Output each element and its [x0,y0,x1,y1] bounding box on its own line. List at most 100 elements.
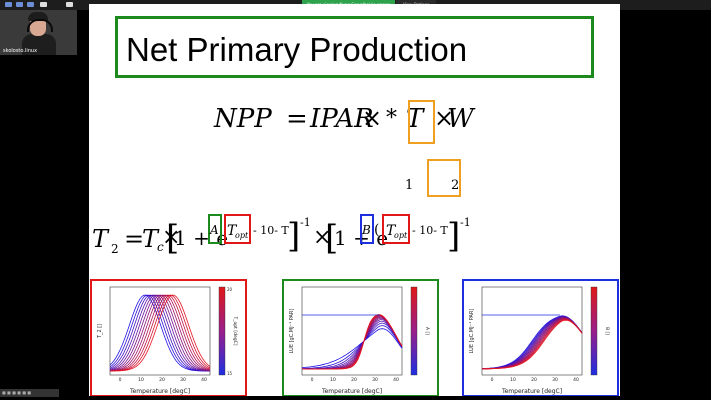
orange-box-t2 [427,159,461,197]
x-tick-label: 40 [201,377,207,383]
colorbar [590,286,598,376]
x-tick-label: 10 [510,377,516,383]
green-box-a [208,214,222,244]
ipar-label: IPAR [310,104,374,134]
title-frame: Net Primary Production [115,16,594,78]
y-axis-label: LUE [gC.MJ⁻¹ PAR] [469,309,475,354]
layout-icon[interactable] [5,2,12,7]
x-tick-label: 10 [138,377,144,383]
x-tick-label: 40 [573,377,579,383]
subscript-2: 2 [451,178,460,193]
plot-lue-vs-a: 0 10 20 30 40 Temperature [degC] LUE [gC.MJ⁻¹ … [282,279,439,396]
red-box-topt-1 [224,214,251,244]
eq2-times-2: × [313,225,332,250]
plot-t2-vs-temperature: 0 10 20 30 40 Temperature [degC] T_2 [] T_opt [… [90,279,247,396]
bracket-left-2: [ [325,218,339,258]
eq2-opt-2: opt [394,231,408,240]
x-tick-label: 0 [311,377,314,383]
shared-slide: Net Primary Production NPP = IPAR × * T … [89,4,620,396]
x-tick-label: 10 [330,377,336,383]
person-body [22,34,56,55]
series-curve [109,294,211,372]
eq2-tc: T [142,225,159,253]
plot-lue-b-svg: 0 10 20 30 40 Temperature [degC] LUE [gC.MJ⁻¹ … [469,286,610,395]
bracket-right-2: ] [447,216,461,256]
gallery-icon[interactable] [27,2,34,7]
x-tick-label: 20 [159,377,165,383]
eq2-a: A [210,223,219,237]
eq2-topt-2: T [386,223,396,239]
eq2-equals: = [124,225,145,253]
eq2-b: B [362,223,371,237]
x-tick-label: 0 [491,377,494,383]
subscript-1: 1 [405,178,414,193]
plot-lue-vs-b: 0 10 20 30 40 Temperature [degC] LUE [gC.MJ⁻¹ … [462,279,619,396]
colorbar-label: T_opt [degC] [232,316,238,346]
series-curve [109,294,211,371]
series-curve [110,294,211,372]
series-curve [109,294,211,372]
colorbar [218,286,226,376]
eq1-t: T [406,104,424,134]
eq2-one-plus-e-1: 1 + e [174,226,229,250]
series-curve [109,294,211,372]
person-hair [28,12,48,21]
y-axis-label: T_2 [] [97,324,103,339]
x-tick-label: 20 [531,377,537,383]
blue-box-b [360,214,374,244]
bracket-left-1: [ [166,218,180,258]
participant-name: skolosto.linux [3,48,38,54]
series-curve [109,294,210,372]
grid-icon[interactable] [40,2,47,7]
eq2-exp-2: -1 [460,216,471,229]
series-curve [109,294,210,372]
headphone-icon [27,19,53,32]
x-tick-label: 20 [351,377,357,383]
eq1-star: * [386,106,397,131]
bottom-status-tag: ■ ■ ■ ■ ■ ■ [0,389,59,397]
x-tick-label: 30 [552,377,558,383]
x-tick-label: 0 [119,377,122,383]
x-axis-label: Temperature [degC] [501,388,562,395]
series-curve [109,294,210,372]
x-axis-label: Temperature [degC] [321,388,382,395]
eq2-topt-1: T [227,223,237,239]
eq1-times-2: × [434,104,455,132]
eq2-times-1: × [162,225,181,250]
x-tick-label: 30 [180,377,186,383]
x-tick-label: 30 [372,377,378,383]
bracket-right-1: ] [287,216,301,256]
orange-box-t1 [408,100,435,144]
colorbar-label: B [] [604,327,610,335]
colorbar-bottom-label: 15 [227,371,233,376]
colorbar-label: A [] [424,327,430,335]
eq2-t: T [92,225,109,253]
eq2-exp-1: -1 [300,216,311,229]
series-curve [482,319,583,370]
series-curve [301,328,403,369]
eq2-paren: ( [374,222,380,238]
eq2-opt-1: opt [235,231,249,240]
series-curve [109,294,211,372]
eq2-t-sub: 2 [111,242,119,256]
speaker-view-icon[interactable] [16,2,23,7]
series-curve [110,294,211,372]
axes-frame [481,286,583,376]
colorbar [410,286,418,376]
x-tick-label: 40 [393,377,399,383]
series-curve [301,325,403,369]
red-box-topt-2 [382,214,410,244]
plot-lue-a-svg: 0 10 20 30 40 Temperature [degC] LUE [gC.MJ⁻¹ … [289,286,430,395]
eq1-times-1: × [362,104,383,132]
series-curve [109,294,210,372]
axes-frame [301,286,403,376]
eq2-minus-2: - 10- T [412,224,448,237]
eq2-tc-sub: c [157,240,164,254]
fullscreen-icon[interactable] [66,2,73,7]
plot-t2-svg: 0 10 20 30 40 Temperature [degC] T_2 [] T_opt [… [97,286,238,395]
x-axis-label: Temperature [degC] [129,388,190,395]
participant-video[interactable]: skolosto.linux [0,10,77,55]
eq1-w: W [447,104,474,134]
slide-title: Net Primary Production [126,31,468,68]
eq2-minus-1: - 10- T [253,224,289,237]
